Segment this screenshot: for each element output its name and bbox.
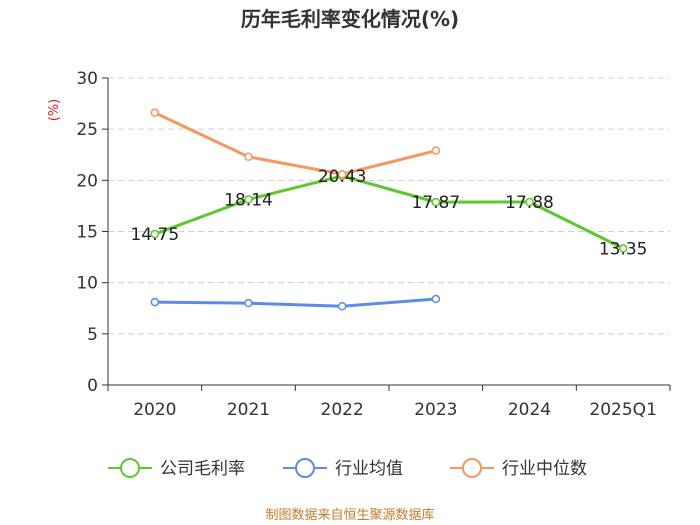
- y-tick-label: 10: [76, 274, 98, 294]
- x-tick-label: 2025Q1: [589, 400, 656, 420]
- x-tick-labels: 2020 2021 2022 2023 2024 2025Q1: [133, 400, 657, 420]
- source-note: 制图数据来自恒生聚源数据库: [265, 507, 434, 523]
- data-label: 17.87: [411, 193, 460, 213]
- grid-lines: [108, 77, 670, 335]
- data-point: [337, 169, 347, 179]
- data-label: 20.43: [318, 167, 367, 187]
- x-tick-label: 2024: [508, 400, 551, 420]
- legend: 公司毛利率 行业均值 行业中位数: [108, 458, 587, 479]
- data-point: [150, 297, 160, 307]
- series-group: [150, 108, 628, 311]
- data-point: [525, 197, 534, 207]
- data-label: 17.88: [505, 193, 554, 213]
- data-point: [431, 294, 441, 304]
- x-tick-label: 2023: [414, 400, 457, 420]
- legend-label: 行业中位数: [502, 459, 587, 479]
- y-tick-label: 15: [76, 223, 98, 243]
- data-point: [431, 146, 441, 155]
- legend-marker: [120, 458, 140, 478]
- data-point: [431, 197, 441, 207]
- series-line-1: [154, 297, 436, 308]
- data-point: [244, 298, 253, 308]
- series-line-2: [154, 111, 437, 176]
- data-labels: 14.75 18.14 20.43 17.87 17.88 13.35: [130, 167, 647, 259]
- y-axis-label: (%): [47, 99, 62, 122]
- axes: [102, 77, 671, 391]
- data-point: [150, 229, 160, 239]
- legend-label: 公司毛利率: [160, 459, 245, 479]
- y-tick-labels: 0 5 10 15 20 25 30: [76, 69, 98, 396]
- y-tick-label: 0: [87, 376, 98, 396]
- data-point: [244, 195, 253, 204]
- y-tick-label: 20: [76, 171, 98, 191]
- data-label: 14.75: [130, 225, 179, 245]
- series-line-0: [154, 174, 624, 250]
- data-point: [337, 301, 347, 311]
- y-tick-label: 5: [87, 325, 98, 345]
- data-label: 13.35: [599, 239, 648, 259]
- chart-title: 历年毛利率变化情况(%): [241, 7, 459, 31]
- data-point: [150, 108, 160, 118]
- x-tick-label: 2022: [321, 400, 364, 420]
- x-tick-label: 2020: [133, 400, 176, 420]
- y-tick-label: 25: [76, 120, 98, 140]
- data-label: 18.14: [224, 190, 273, 210]
- y-tick-label: 30: [76, 69, 98, 89]
- x-tick-label: 2021: [227, 400, 270, 420]
- data-point: [244, 152, 253, 162]
- legend-marker: [295, 458, 315, 478]
- legend-label: 行业均值: [335, 459, 403, 479]
- data-point: [618, 244, 628, 253]
- legend-marker: [462, 458, 482, 478]
